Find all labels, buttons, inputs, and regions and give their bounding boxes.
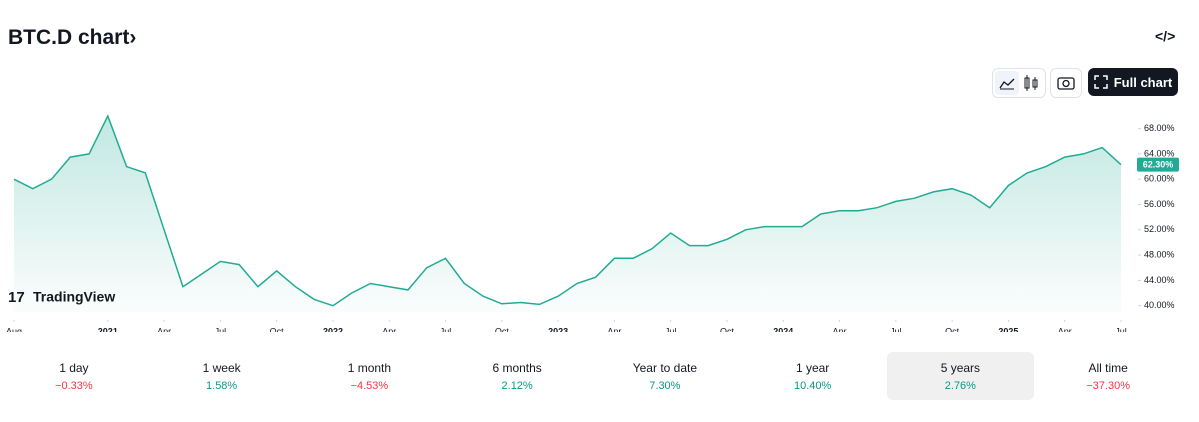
period-change: −0.33% (55, 379, 93, 392)
y-tick-label: 68.00% (1144, 123, 1175, 133)
period-button[interactable]: Year to date 7.30% (591, 352, 739, 400)
period-bar: 1 day −0.33% 1 week 1.58% 1 month −4.53% 6 mon… (0, 352, 1182, 400)
period-label: 1 year (795, 360, 830, 375)
x-tick-label: 2023 (548, 326, 568, 332)
logo-text: TradingView (33, 289, 115, 305)
line (13, 114, 1122, 307)
chart: 40.00% 44.00% 48.00% 52.00% 56.00% 60.00% 64.0… (6, 114, 1179, 332)
y-tick-label: 52.00% (1144, 224, 1175, 234)
period-change: 7.30% (649, 379, 681, 392)
x-tick-label: 2021 (98, 326, 118, 332)
x-tick-label: Jul (215, 326, 227, 332)
period-button[interactable]: 1 day −0.33% (0, 352, 148, 400)
period-change: 2.76% (944, 379, 976, 392)
period-label: 1 month (347, 360, 392, 375)
full-chart-button[interactable]: Full chart (1088, 68, 1178, 96)
x-tick-label: Jul (440, 326, 452, 332)
x-tick-label: Jul (665, 326, 677, 332)
y-tick-label: 56.00% (1144, 199, 1175, 209)
period-label: 6 months (492, 360, 542, 375)
period-button[interactable]: 6 months 2.12% (443, 352, 591, 400)
period-label: 1 day (59, 360, 89, 375)
logo-mark: 17 (8, 289, 25, 306)
period-label: Year to date (632, 360, 698, 375)
x-tick-label: 2022 (323, 326, 343, 332)
period-button[interactable]: 1 year 10.40% (739, 352, 887, 400)
chart-style-toggle[interactable] (992, 68, 1046, 98)
period-change: 1.58% (206, 379, 238, 392)
x-tick-label: Apr (607, 326, 621, 332)
chart-style-icons (995, 71, 1038, 95)
period-change: −4.53% (350, 379, 389, 392)
x-tick-label: Apr (1058, 326, 1072, 332)
y-tick-label: 44.00% (1144, 275, 1175, 285)
period-change: 2.12% (501, 379, 533, 392)
x-tick-label: 2025 (998, 326, 1018, 332)
period-change: 10.40% (793, 379, 832, 392)
x-tick-label: Apr (157, 326, 171, 332)
y-tick-label: 40.00% (1144, 300, 1175, 310)
period-button[interactable]: 1 week 1.58% (148, 352, 296, 400)
x-tick-label: Oct (720, 326, 735, 332)
y-tick-label: 64.00% (1144, 148, 1175, 158)
period-button[interactable]: 1 month −4.53% (296, 352, 444, 400)
snapshot-button[interactable] (1050, 68, 1082, 98)
x-tick-label: Jul (1115, 326, 1127, 332)
last-price-badge (1137, 157, 1179, 172)
camera-icon (1057, 77, 1075, 90)
x-tick-label: Aug (6, 326, 22, 332)
period-label: 1 week (202, 360, 241, 375)
period-label: 5 years (940, 360, 981, 375)
embed-button[interactable]: </> (1155, 28, 1176, 44)
x-tick-label: Apr (382, 326, 396, 332)
area (14, 116, 1121, 312)
period-label: All time (1088, 360, 1128, 375)
x-tick-label: 2024 (773, 326, 793, 332)
period-change: −37.30% (1086, 379, 1130, 392)
expand-icon (1093, 75, 1108, 89)
period-button[interactable]: All time −37.30% (1034, 352, 1182, 400)
chart-title[interactable]: BTC.D chart› (8, 26, 137, 49)
x-tick-label: Oct (270, 326, 285, 332)
full-chart-label: Full chart (1113, 74, 1173, 90)
y-tick-label: 60.00% (1144, 174, 1175, 184)
last-price-label: 62.30% (1143, 160, 1174, 170)
x-tick-label: Apr (833, 326, 847, 332)
y-tick-label: 48.00% (1144, 249, 1175, 259)
period-button[interactable]: 5 years 2.76% (886, 352, 1035, 400)
x-tick-label: Oct (495, 326, 510, 332)
x-tick-label: Jul (890, 326, 902, 332)
x-tick-label: Oct (945, 326, 960, 332)
logo: 17 TradingView (8, 289, 115, 306)
